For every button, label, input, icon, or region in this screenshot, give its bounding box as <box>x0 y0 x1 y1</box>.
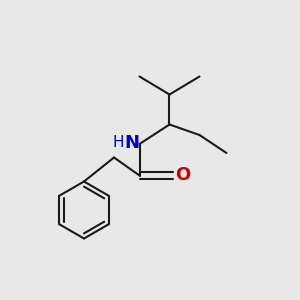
Text: O: O <box>176 167 190 184</box>
Text: H: H <box>113 135 124 150</box>
Text: N: N <box>124 134 140 152</box>
